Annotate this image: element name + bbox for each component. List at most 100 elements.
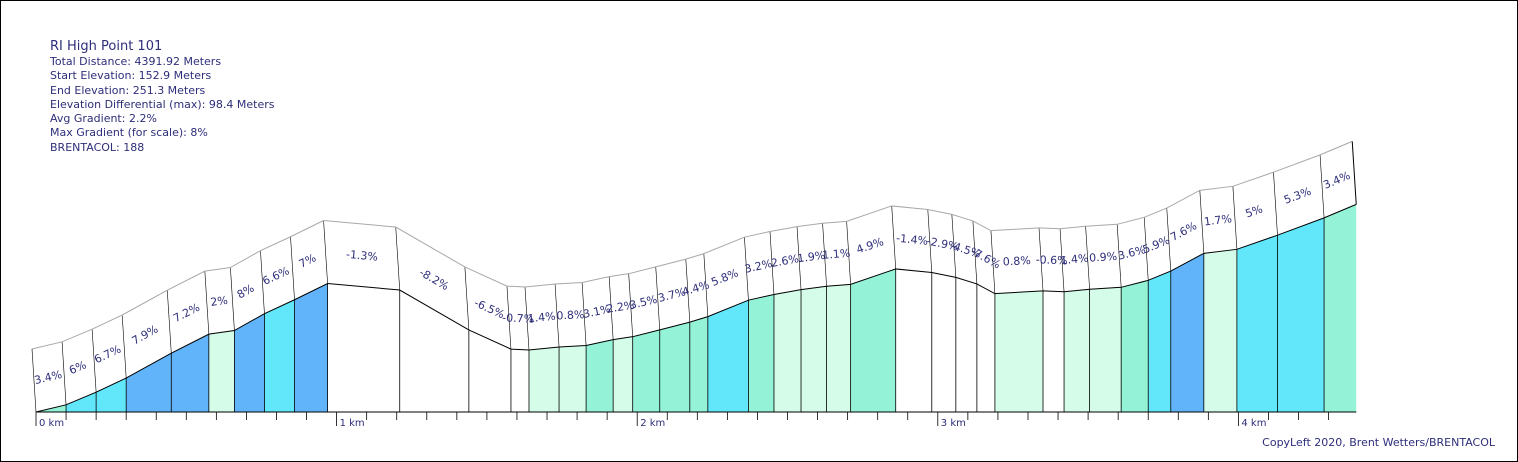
segment-fill-13 (528, 347, 560, 412)
gradient-label-4: 7.2% (171, 301, 202, 325)
band-divider-12 (524, 286, 530, 350)
gradient-label-38: 5% (1244, 202, 1265, 220)
gradient-label-33: 0.9% (1089, 250, 1118, 265)
km-tick-label-4: 4 km (1241, 418, 1266, 429)
band-divider-4 (204, 271, 210, 335)
start-elevation: Start Elevation: 152.9 Meters (50, 69, 212, 83)
segment-fill-18 (659, 322, 690, 412)
band-divider-37 (1232, 186, 1238, 250)
segment-fill-22 (773, 289, 802, 412)
segment-fill-15 (586, 339, 614, 412)
band-divider-29 (990, 230, 996, 294)
segment-fill-35 (1148, 271, 1171, 412)
segment-fill-37 (1203, 249, 1237, 412)
gradient-label-32: 1.4% (1060, 252, 1089, 268)
route-title: RI High Point 101 (50, 39, 163, 54)
gradient-label-3: 7.9% (130, 323, 161, 348)
segment-fill-4 (171, 334, 209, 412)
band-divider-23 (822, 223, 827, 287)
gradient-label-20: 5.8% (709, 266, 740, 289)
segment-fill-11 (468, 329, 511, 412)
segment-fill-30 (994, 290, 1044, 412)
gradient-label-0: 3.4% (33, 368, 63, 387)
segment-fill-32 (1064, 289, 1090, 412)
band-divider-32 (1085, 226, 1090, 290)
band-end-edge (1351, 141, 1357, 205)
band-divider-14 (581, 282, 587, 346)
segment-fill-8 (294, 283, 328, 412)
gradient-label-23: 1.9% (797, 249, 826, 266)
band-divider-16 (628, 273, 633, 337)
gradient-label-8: 7% (297, 251, 318, 270)
segment-fill-40 (1324, 204, 1357, 412)
band-divider-34 (1143, 217, 1149, 281)
gradient-label-12: -0.7% (502, 311, 534, 325)
band-divider-20 (744, 237, 749, 301)
band-divider-2 (121, 315, 127, 379)
gradient-label-21: 3.2% (743, 257, 773, 276)
segment-fill-23 (801, 286, 827, 412)
band-divider-3 (166, 290, 172, 354)
elevation-differential: Elevation Differential (max): 98.4 Meter… (50, 97, 275, 111)
band-divider-18 (685, 259, 691, 323)
band-divider-36 (1199, 190, 1205, 254)
band-divider-28 (972, 220, 978, 284)
segment-fill-2 (96, 378, 127, 412)
segment-fill-26 (895, 268, 932, 412)
km-tick-label-2: 2 km (640, 418, 665, 429)
band-divider-19 (703, 253, 709, 317)
gradient-label-30: 0.8% (1002, 254, 1031, 269)
band-divider-24 (846, 221, 851, 285)
gradient-label-31: -0.6% (1035, 253, 1067, 267)
segment-fill-31 (1043, 290, 1065, 412)
gradient-label-25: 4.9% (855, 235, 886, 256)
end-elevation: End Elevation: 251.3 Meters (50, 83, 206, 97)
band-divider-1 (91, 329, 97, 393)
band-divider-35 (1166, 208, 1172, 272)
band-divider-5 (230, 267, 235, 331)
band-divider-11 (506, 286, 512, 350)
segment-fill-29 (976, 283, 995, 412)
band-divider-9 (395, 227, 401, 291)
band-divider-10 (464, 266, 470, 330)
segment-fill-9 (327, 283, 400, 412)
max-gradient: Max Gradient (for scale): 8% (50, 126, 208, 140)
copyleft-credit: CopyLeft 2020, Brent Wetters/BRENTACOL (1262, 436, 1495, 449)
segment-fill-38 (1236, 235, 1278, 412)
band-divider-22 (796, 226, 802, 290)
elevation-line (35, 203, 1357, 413)
band-divider-7 (290, 236, 295, 300)
segment-fill-10 (399, 290, 469, 412)
gradient-label-6: 8% (235, 282, 257, 302)
gradient-label-13: 1.4% (527, 310, 556, 326)
gradient-label-14: 0.8% (556, 308, 585, 323)
total-distance: Total Distance: 4391.92 Meters (50, 55, 222, 68)
gradient-label-9: -1.3% (345, 248, 378, 264)
avg-gradient: Avg Gradient: 2.2% (50, 112, 157, 126)
band-divider-8 (323, 220, 328, 284)
km-tick-label-1: 1 km (340, 418, 365, 429)
gradient-label-7: 6.6% (261, 264, 292, 288)
gradient-label-5: 2% (210, 294, 229, 309)
band-divider-21 (769, 231, 775, 295)
segment-fill-20 (707, 300, 749, 412)
segment-fill-39 (1277, 217, 1325, 412)
band-divider-38 (1273, 172, 1278, 236)
route-info: RI High Point 101 Total Distance: 4391.9… (50, 39, 274, 155)
gradient-label-39: 5.3% (1282, 185, 1313, 207)
gradient-label-16: 2.2% (606, 299, 636, 316)
gradient-label-40: 3.4% (1321, 169, 1352, 192)
gradient-label-27: -2.9% (926, 234, 960, 253)
segment-fill-7 (264, 299, 295, 412)
band-divider-30 (1038, 227, 1044, 291)
gradient-label-24: 1.1% (822, 247, 851, 262)
band-divider-27 (951, 214, 957, 278)
segment-fill-33 (1089, 287, 1122, 412)
segment-fill-28 (955, 277, 977, 412)
top-band-line (31, 140, 1353, 350)
gradient-label-36: 7.6% (1168, 219, 1199, 244)
band-divider-6 (260, 250, 265, 314)
band-start-edge (31, 348, 37, 413)
